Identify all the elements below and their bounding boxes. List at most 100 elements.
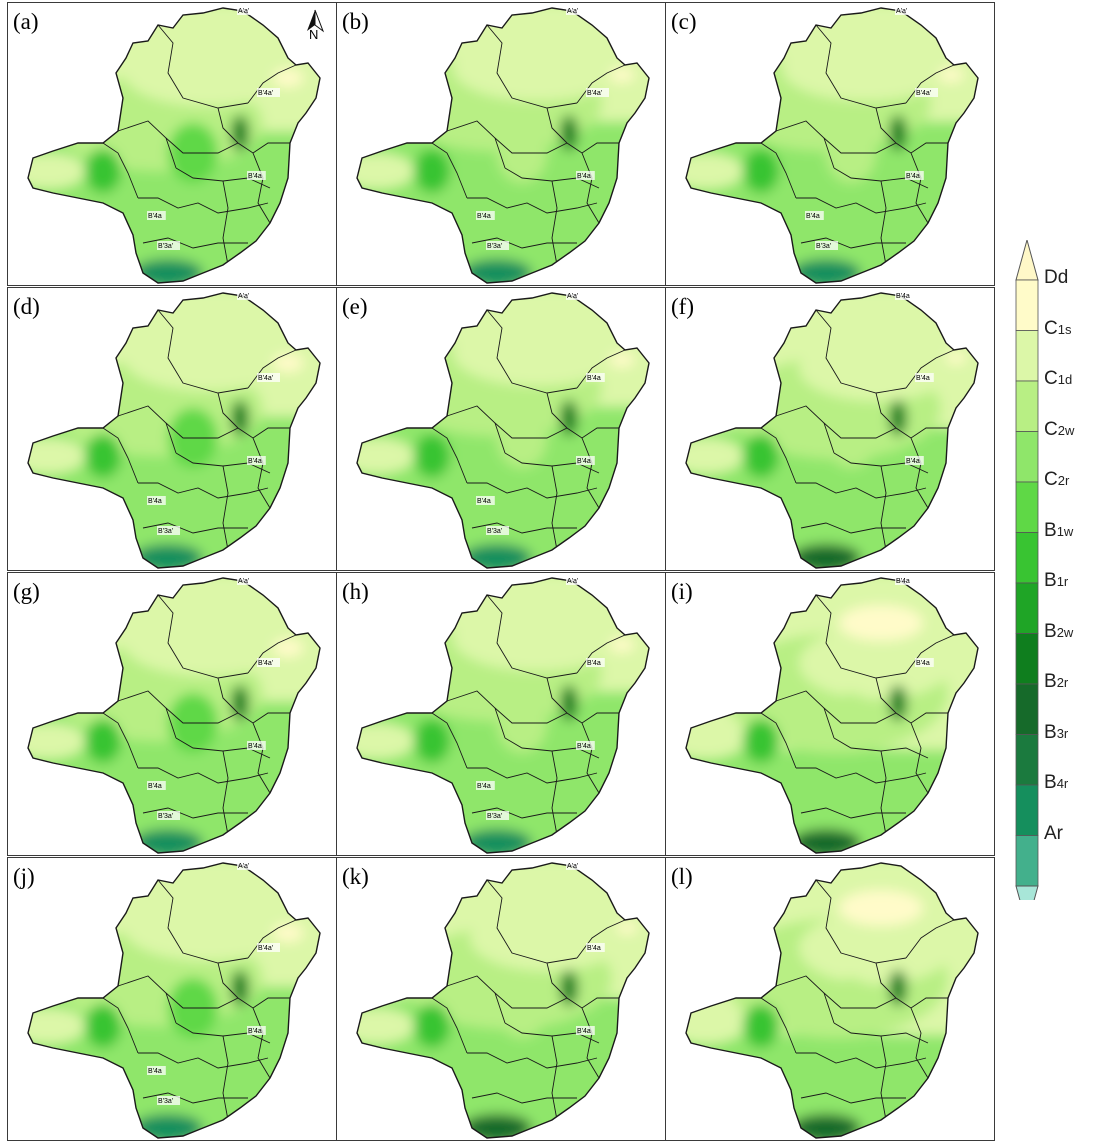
climate-code-label: B'4a — [248, 1028, 262, 1035]
panel-label: (c) — [671, 9, 697, 35]
state-map: B'4aB'4a — [666, 573, 995, 856]
legend-swatch — [1016, 684, 1038, 735]
climate-code-label: B'4a' — [916, 90, 931, 97]
map-panel-f: B'4a B'4a B'4a (f) — [665, 287, 995, 571]
north-letter: N — [309, 27, 318, 42]
climate-code-label: B'3a' — [158, 813, 173, 820]
panel-label: (g) — [13, 579, 40, 605]
state-map: A'a' B'4a B'4a B'4a B'3a' — [337, 288, 666, 571]
climate-code-label: B'4a — [148, 498, 162, 505]
climate-code-label: B'4a — [577, 1028, 591, 1035]
state-map: A'a' B'4a' B'4a B'4a B'3a' — [8, 3, 337, 286]
climate-code-label: B'4a — [577, 173, 591, 180]
map-panel-e: A'a' B'4a B'4a B'4a B'3a' (e) — [336, 287, 666, 571]
panel-label: (a) — [13, 9, 39, 35]
legend-swatch — [1016, 836, 1038, 887]
climate-code-label: B'3a' — [158, 243, 173, 250]
legend-swatch — [1016, 482, 1038, 533]
state-map: A'a' B'4a' B'4a B'4a B'3a' — [666, 3, 995, 286]
climate-code-label: B'4a — [906, 458, 920, 465]
climate-code-label: B'4a — [248, 458, 262, 465]
climate-code-label: A'a' — [567, 863, 578, 870]
panel-label: (b) — [342, 9, 369, 35]
state-map: A'a' B'4a B'4a — [337, 858, 666, 1141]
climate-code-label: B'4a — [587, 375, 601, 382]
climate-code-label: B'4a — [248, 173, 262, 180]
panel-label: (f) — [671, 294, 694, 320]
legend-class-label: B1r — [1044, 570, 1068, 592]
legend-swatch — [1016, 533, 1038, 584]
legend-swatch — [1016, 280, 1038, 331]
climate-code-label: A'a' — [567, 8, 578, 15]
legend-swatch — [1016, 735, 1038, 786]
climate-code-label: B'4a — [477, 498, 491, 505]
map-panel-a: A'a' B'4a' B'4a B'4a B'3a' (a) N — [7, 2, 337, 286]
legend-class-label: C2r — [1044, 469, 1069, 491]
climate-code-label: B'4a — [587, 660, 601, 667]
state-map: A'a'B'4aB'4aB'4aB'3a' — [337, 573, 666, 856]
climate-code-label: B'4a — [477, 783, 491, 790]
panel-label: (k) — [342, 864, 369, 890]
climate-code-label: B'4a — [906, 173, 920, 180]
climate-code-label: B'3a' — [487, 528, 502, 535]
climate-code-label: B'4a — [916, 660, 930, 667]
state-map — [666, 858, 995, 1141]
legend-swatch — [1016, 432, 1038, 483]
state-map: A'a'B'4a'B'4aB'4aB'3a' — [337, 3, 666, 286]
climate-code-label: B'4a — [148, 213, 162, 220]
panel-label: (j) — [13, 864, 35, 890]
map-panel-k: A'a' B'4a B'4a (k) — [336, 857, 666, 1141]
climate-code-label: B'4a — [477, 213, 491, 220]
legend-class-label: C1d — [1044, 368, 1072, 390]
panel-label: (e) — [342, 294, 368, 320]
climate-code-label: A'a' — [238, 863, 249, 870]
panel-label: (l) — [671, 864, 693, 890]
legend-class-label: B1w — [1044, 520, 1073, 542]
legend-class-label: Ar — [1044, 823, 1063, 845]
state-map: A'a'B'4a'B'4aB'4aB'3a' — [8, 288, 337, 571]
legend-class-label: C1s — [1044, 318, 1071, 340]
state-map: A'a'B'4a'B'4aB'4aB'3a' — [8, 858, 337, 1141]
climate-code-label: B'4a — [896, 293, 910, 300]
climate-code-label: B'3a' — [816, 243, 831, 250]
climate-code-label: A'a' — [896, 8, 907, 15]
legend-class-label: Dd — [1044, 267, 1068, 289]
legend-swatch — [1016, 583, 1038, 634]
map-panel-l: (l) — [665, 857, 995, 1141]
climate-code-label: B'4a — [577, 743, 591, 750]
legend-class-label: B3r — [1044, 722, 1068, 744]
legend-class-label: B2w — [1044, 621, 1073, 643]
climate-code-label: A'a' — [567, 293, 578, 300]
north-arrow-icon: N — [303, 9, 327, 49]
legend-bottom-cap — [1016, 886, 1038, 900]
legend-swatch — [1016, 785, 1038, 836]
climate-code-label: B'4a' — [258, 945, 273, 952]
climate-code-label: B'4a' — [587, 90, 602, 97]
state-map: A'a'B'4a'B'4aB'4aB'3a' — [8, 573, 337, 856]
legend-swatch — [1016, 381, 1038, 432]
state-map: B'4a B'4a B'4a — [666, 288, 995, 571]
legend-class-label: C2w — [1044, 419, 1074, 441]
panel-label: (h) — [342, 579, 369, 605]
climate-code-label: B'3a' — [487, 813, 502, 820]
climate-code-label: A'a' — [238, 8, 249, 15]
climate-code-label: B'4a — [248, 743, 262, 750]
climate-code-label: B'4a — [806, 213, 820, 220]
climate-code-label: B'4a — [916, 375, 930, 382]
legend-class-label: B2r — [1044, 671, 1068, 693]
panel-label: (i) — [671, 579, 693, 605]
climate-code-label: B'4a — [587, 945, 601, 952]
climate-code-label: B'4a — [148, 1068, 162, 1075]
climate-code-label: B'4a' — [258, 90, 273, 97]
climate-code-label: B'4a — [577, 458, 591, 465]
climate-code-label: B'4a' — [258, 375, 273, 382]
map-panel-c: A'a' B'4a' B'4a B'4a B'3a' (c) — [665, 2, 995, 286]
